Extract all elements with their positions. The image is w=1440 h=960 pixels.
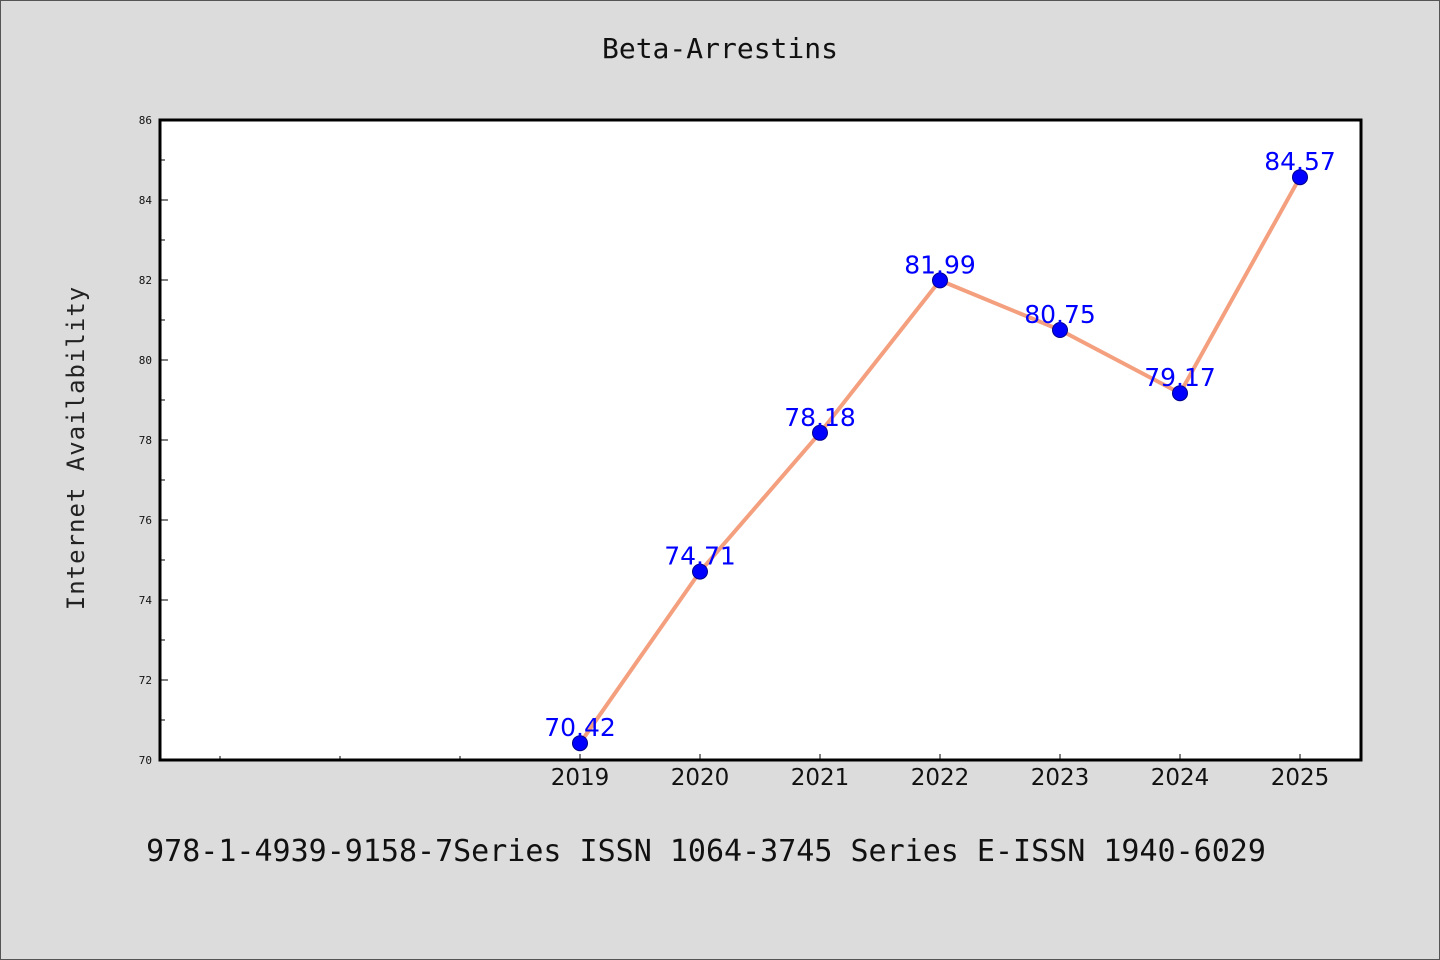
y-tick-label: 82 [139, 274, 152, 287]
data-label: 80.75 [1024, 300, 1096, 329]
data-point [812, 424, 828, 441]
y-tick-label: 78 [139, 434, 152, 447]
data-markers [572, 169, 1308, 752]
y-tick-label: 74 [139, 594, 153, 607]
y-tick-label: 76 [139, 514, 152, 527]
y-tick-label: 84 [139, 194, 153, 207]
x-tick-label: 2021 [791, 765, 850, 791]
data-point [932, 272, 948, 289]
y-tick-label: 86 [139, 114, 152, 127]
x-tick-label: 2025 [1271, 765, 1330, 791]
data-labels: 70.42 74.71 78.18 81.99 80.75 79.17 84.57 [544, 147, 1336, 742]
y-tick-label: 72 [139, 674, 152, 687]
data-point [1292, 169, 1308, 186]
data-point [692, 563, 708, 580]
data-point [1172, 385, 1188, 402]
data-label: 81.99 [904, 250, 976, 279]
y-tick-label: 70 [139, 754, 152, 767]
x-tick-label: 2023 [1031, 765, 1090, 791]
data-point [572, 735, 588, 752]
data-label: 74.71 [664, 542, 736, 571]
x-tick-label: 2022 [911, 765, 970, 791]
x-tick-label: 2019 [551, 765, 610, 791]
chart-title: Beta-Arrestins [601, 32, 838, 65]
footer-text: 978-1-4939-9158-7Series ISSN 1064-3745 S… [146, 834, 1266, 869]
x-tick-label: 2024 [1151, 765, 1210, 791]
data-label: 78.18 [784, 403, 856, 432]
x-tick-label: 2020 [671, 765, 730, 791]
data-label: 70.42 [544, 713, 616, 742]
plot-area [158, 118, 1363, 762]
y-tick-label: 80 [139, 354, 152, 367]
y-axis-ticks: 70 72 74 76 78 80 82 84 86 [139, 114, 168, 767]
data-point [1052, 322, 1068, 338]
data-label: 79.17 [1144, 363, 1216, 392]
data-label: 84.57 [1264, 147, 1336, 176]
x-axis-ticks: 2019 2020 2021 2022 2023 2024 2025 [219, 754, 1330, 791]
